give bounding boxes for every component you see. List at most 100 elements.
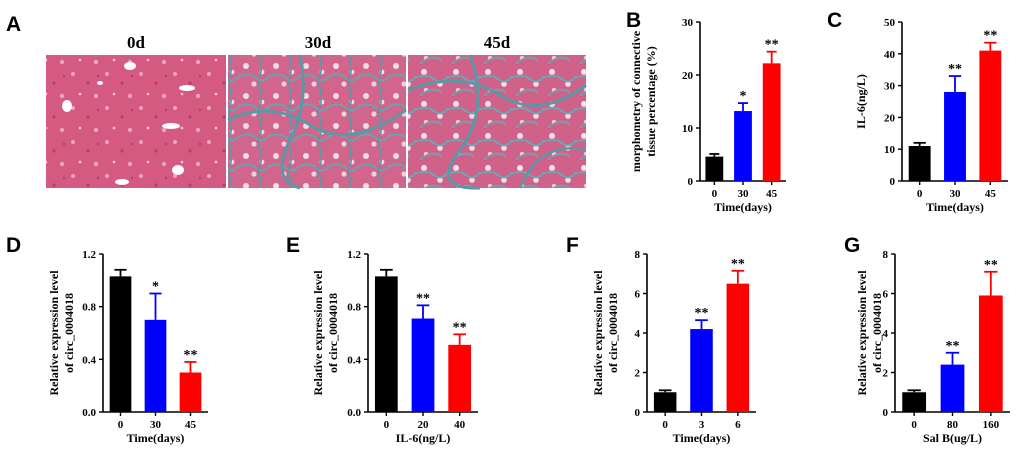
bar-160 <box>978 295 1003 412</box>
bar-30 <box>734 111 752 181</box>
panel-label-e: E <box>286 234 300 257</box>
fibrous-septum <box>407 79 587 107</box>
significance-marker: ** <box>984 258 998 273</box>
x-axis-label: IL-6(ng/L) <box>396 431 451 445</box>
chart-panel-f: F 0 2 4 6 8 0 ** 3 ** 6 Time(days) Relative expressi… <box>566 234 756 445</box>
y-tick-label: 30 <box>682 17 694 29</box>
x-tick-label: 0 <box>384 419 390 431</box>
bar-0 <box>705 156 724 181</box>
bar-80 <box>940 364 965 412</box>
fibrous-septum <box>518 147 587 189</box>
y-tick-label: 8 <box>883 249 889 261</box>
y-tick-label: 10 <box>884 144 896 156</box>
fibrous-septum <box>447 54 481 190</box>
panel-label-f: F <box>566 234 579 257</box>
y-tick-label: 0 <box>890 176 896 188</box>
x-tick-label: 30 <box>150 419 162 431</box>
significance-marker: ** <box>731 257 745 272</box>
x-tick-label: 40 <box>454 419 466 431</box>
x-tick-label: 0 <box>911 419 917 431</box>
micrograph-title-30d: 30d <box>305 33 332 52</box>
micrograph-image-30d <box>228 55 406 188</box>
x-tick-label: 6 <box>735 419 741 431</box>
bar-0 <box>653 392 677 412</box>
x-axis-label: Sal B(ug/L) <box>923 431 982 445</box>
x-axis-label: Time(days) <box>127 431 185 445</box>
significance-marker: ** <box>983 29 997 44</box>
y-tick-label: 6 <box>883 289 889 301</box>
significance-marker: ** <box>946 339 960 354</box>
bar-0 <box>902 392 927 412</box>
vessel-lumen <box>124 62 136 70</box>
y-tick-label: 1.2 <box>82 249 96 261</box>
y-tick-label: 0.8 <box>82 302 96 314</box>
significance-marker: ** <box>184 348 198 363</box>
y-axis-label: Relative expression levelof circ_0004018 <box>855 270 884 396</box>
micrograph-image-0d <box>46 55 226 188</box>
y-axis-label: Relative expression levelof circ_0004018 <box>311 270 340 396</box>
x-tick-label: 45 <box>185 419 197 431</box>
micrograph-0d: 0d <box>46 33 226 188</box>
y-axis-label: Relative expression levelof circ_0004018 <box>591 270 620 396</box>
micrograph-30d: 30d <box>227 33 407 190</box>
x-axis-label: Time(days) <box>673 431 731 445</box>
bar-45 <box>762 63 781 182</box>
y-tick-label: 6 <box>635 289 641 301</box>
x-axis-label: Time(days) <box>714 200 772 214</box>
bar-40 <box>448 344 472 412</box>
vessel-lumen <box>62 100 72 112</box>
panel-label-d: D <box>6 234 21 257</box>
vessel-lumen <box>172 165 184 175</box>
x-tick-label: 30 <box>950 188 962 200</box>
x-tick-label: 45 <box>766 188 778 200</box>
y-tick-label: 0 <box>688 176 694 188</box>
significance-marker: ** <box>948 62 962 77</box>
bar-0 <box>908 146 931 181</box>
y-tick-label: 10 <box>682 123 694 135</box>
y-tick-label: 2 <box>883 368 889 380</box>
panel-label-g: G <box>844 234 860 257</box>
significance-marker: ** <box>416 291 430 306</box>
y-tick-label: 0.8 <box>347 302 361 314</box>
vessel-lumen <box>115 179 129 185</box>
y-tick-label: 4 <box>635 328 641 340</box>
y-tick-label: 50 <box>884 17 896 29</box>
y-tick-label: 20 <box>682 70 694 82</box>
bar-3 <box>690 329 713 412</box>
panel-label-a: A <box>6 13 21 36</box>
y-tick-label: 8 <box>635 249 641 261</box>
x-tick-label: 20 <box>418 419 430 431</box>
significance-marker: * <box>152 280 159 295</box>
fibrous-septum <box>280 54 305 190</box>
x-axis-label: Time(days) <box>926 200 984 214</box>
y-tick-label: 40 <box>884 49 896 61</box>
y-tick-label: 20 <box>884 112 896 124</box>
y-tick-label: 0.4 <box>82 354 96 366</box>
micrograph-45d: 45d <box>407 33 587 190</box>
bar-0 <box>109 276 132 412</box>
significance-marker: ** <box>765 38 779 53</box>
micrograph-title-0d: 0d <box>127 33 146 52</box>
y-axis-label: Relative expression levelof circ_0004018 <box>47 270 76 396</box>
y-tick-label: 0.0 <box>82 407 96 419</box>
panel-label-c: C <box>827 9 842 32</box>
bar-6 <box>726 283 750 412</box>
y-tick-label: 0 <box>635 407 641 419</box>
y-tick-label: 0.4 <box>347 354 361 366</box>
y-tick-label: 1.2 <box>347 249 361 261</box>
x-tick-label: 0 <box>118 419 124 431</box>
vessel-lumen <box>162 123 180 129</box>
vessel-lumen <box>179 85 195 91</box>
significance-marker: ** <box>453 320 467 335</box>
fibrous-septum <box>227 108 407 137</box>
y-tick-label: 0 <box>883 407 889 419</box>
x-tick-label: 0 <box>662 419 668 431</box>
bar-0 <box>374 276 398 412</box>
x-tick-label: 80 <box>947 419 959 431</box>
significance-marker: ** <box>695 306 709 321</box>
